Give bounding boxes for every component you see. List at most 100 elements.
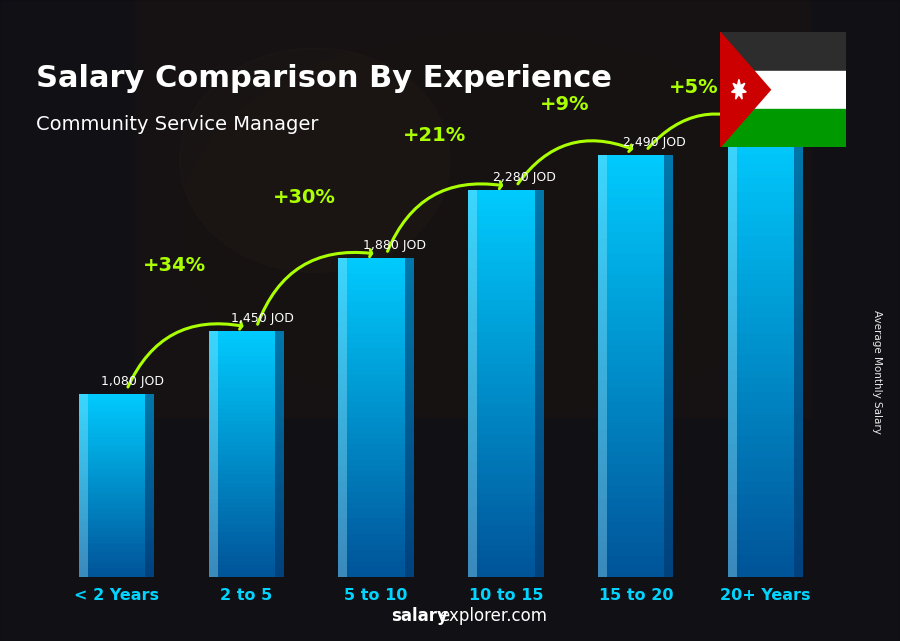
Bar — [338, 449, 414, 454]
Bar — [728, 429, 803, 437]
Bar — [209, 433, 284, 438]
Bar — [728, 362, 803, 370]
Bar — [209, 544, 284, 548]
Bar — [209, 466, 284, 470]
Bar — [338, 535, 414, 540]
Bar — [728, 517, 803, 525]
Bar — [598, 556, 673, 563]
Bar — [728, 133, 737, 577]
Bar — [79, 412, 154, 415]
Bar — [728, 488, 803, 495]
Bar — [468, 274, 544, 281]
Bar — [338, 263, 414, 269]
Bar — [468, 326, 544, 332]
Bar — [79, 540, 154, 544]
Bar — [338, 566, 414, 572]
Bar — [79, 400, 154, 403]
Bar — [468, 454, 544, 461]
Bar — [209, 515, 284, 520]
Bar — [338, 322, 414, 327]
Bar — [79, 397, 154, 400]
Bar — [598, 345, 673, 352]
Bar — [468, 222, 544, 229]
Bar — [468, 422, 544, 429]
Bar — [209, 438, 284, 442]
Bar — [338, 407, 414, 412]
Bar — [338, 460, 414, 465]
Bar — [338, 454, 414, 460]
Bar — [338, 540, 414, 545]
Bar — [79, 476, 154, 479]
Text: +34%: +34% — [143, 256, 206, 275]
Bar — [728, 354, 803, 362]
Bar — [79, 479, 154, 482]
Bar — [338, 519, 414, 524]
Bar — [728, 177, 803, 185]
Bar — [338, 503, 414, 508]
Bar — [79, 534, 154, 537]
Bar — [209, 413, 284, 417]
Bar — [598, 197, 673, 204]
Ellipse shape — [180, 32, 810, 417]
Bar — [728, 147, 803, 155]
Bar — [338, 572, 414, 577]
Bar — [468, 197, 544, 203]
Bar — [468, 203, 544, 210]
Bar — [209, 569, 284, 573]
Bar — [720, 71, 846, 109]
Bar — [338, 279, 414, 285]
Bar — [209, 565, 284, 569]
Bar — [338, 349, 414, 354]
Bar — [338, 401, 414, 407]
Bar — [209, 524, 284, 528]
Bar — [338, 524, 414, 529]
Bar — [728, 406, 803, 414]
Bar — [338, 438, 414, 444]
Bar — [209, 425, 284, 429]
Bar — [728, 436, 803, 444]
Bar — [728, 199, 803, 206]
Bar — [468, 377, 544, 383]
Bar — [728, 414, 803, 421]
Bar — [209, 491, 284, 495]
Bar — [728, 466, 803, 473]
Bar — [598, 225, 673, 232]
Bar — [338, 312, 414, 317]
Bar — [338, 386, 414, 391]
Bar — [728, 533, 803, 540]
Bar — [79, 562, 154, 565]
Bar — [728, 421, 803, 429]
Bar — [468, 493, 544, 499]
Bar — [468, 216, 544, 222]
Bar — [728, 206, 803, 214]
Bar — [79, 440, 154, 443]
Bar — [338, 338, 414, 343]
Bar — [209, 450, 284, 454]
Bar — [79, 418, 154, 421]
Bar — [598, 190, 673, 197]
Bar — [598, 303, 673, 310]
Bar — [468, 480, 544, 487]
Bar — [598, 436, 673, 443]
Bar — [209, 474, 284, 479]
Bar — [338, 359, 414, 364]
Bar — [598, 183, 673, 190]
Bar — [794, 133, 803, 577]
Bar — [598, 394, 673, 401]
Bar — [598, 528, 673, 535]
Bar — [468, 358, 544, 364]
Bar — [209, 384, 284, 388]
Bar — [79, 409, 154, 412]
Bar — [468, 538, 544, 545]
Bar — [79, 556, 154, 558]
Bar — [598, 281, 673, 288]
Bar — [468, 229, 544, 235]
Bar — [468, 287, 544, 294]
Bar — [720, 109, 846, 147]
Bar — [728, 347, 803, 354]
Bar — [728, 458, 803, 466]
Bar — [728, 281, 803, 288]
Bar — [468, 551, 544, 558]
Bar — [468, 190, 544, 197]
Bar — [209, 339, 284, 344]
